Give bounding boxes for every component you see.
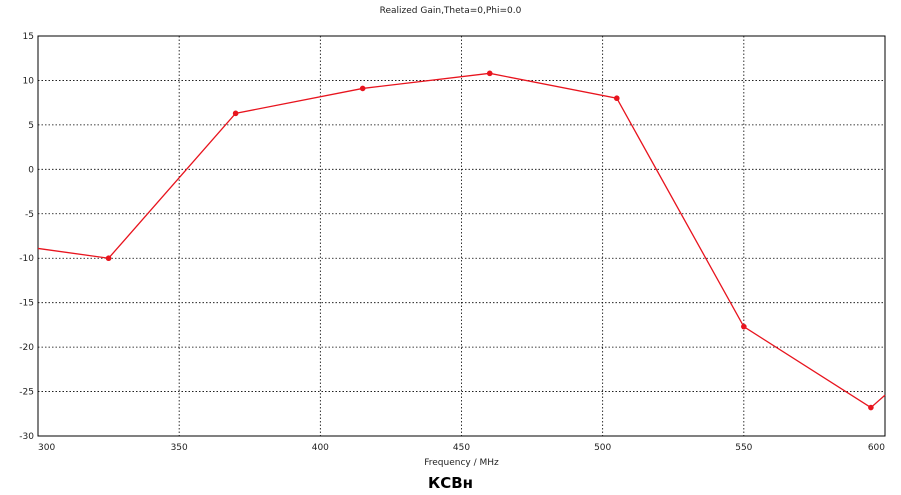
y-tick-label: -30 xyxy=(19,432,34,442)
plot-frame xyxy=(37,35,886,437)
y-tick-label: -25 xyxy=(19,388,34,398)
y-tick-label: 5 xyxy=(28,121,34,131)
gain-chart: 300 350 400 450 500 550 600 15 10 5 0 -5 -10 -15 -20 -2… xyxy=(19,32,886,468)
x-tick-label: 550 xyxy=(735,443,752,453)
chart-title: Realized Gain,Theta=0,Phi=0.0 xyxy=(379,6,522,16)
x-tick-label: 450 xyxy=(453,443,470,453)
data-point xyxy=(232,110,239,117)
x-tick-label: 300 xyxy=(38,443,55,453)
x-tick-label: 350 xyxy=(171,443,188,453)
y-tick-label: 15 xyxy=(23,32,34,42)
x-axis-label: Frequency / MHz xyxy=(424,458,499,468)
y-tick-label: -15 xyxy=(19,299,34,309)
tick-layer: 300 350 400 450 500 550 600 15 10 5 0 -5 -10 -15 -20 -2… xyxy=(19,32,885,453)
x-tick-label: 500 xyxy=(594,443,611,453)
grid-layer xyxy=(38,36,885,436)
data-point xyxy=(359,85,366,92)
y-tick-label: 10 xyxy=(23,76,35,86)
y-tick-label: -5 xyxy=(25,210,34,220)
data-point xyxy=(613,95,620,102)
data-point xyxy=(868,404,874,411)
y-tick-label: -20 xyxy=(19,343,34,353)
data-point xyxy=(741,323,747,330)
series-layer xyxy=(37,70,886,411)
data-point xyxy=(105,255,112,262)
data-point xyxy=(486,70,493,77)
x-tick-label: 600 xyxy=(868,443,885,453)
x-tick-label: 400 xyxy=(312,443,329,453)
y-tick-label: 0 xyxy=(28,165,34,175)
y-tick-label: -10 xyxy=(19,254,34,264)
figure-caption: КСВн xyxy=(427,474,474,492)
